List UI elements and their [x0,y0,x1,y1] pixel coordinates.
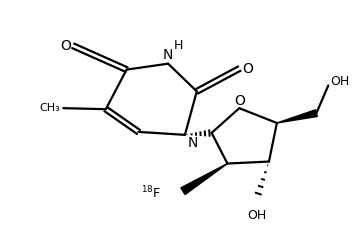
Text: N: N [163,48,173,62]
Text: CH₃: CH₃ [40,103,60,113]
Text: OH: OH [330,75,350,88]
Polygon shape [181,164,227,195]
Text: O: O [242,62,253,76]
Text: O: O [60,39,71,53]
Polygon shape [277,110,317,123]
Text: $^{18}$F: $^{18}$F [141,185,161,201]
Text: OH: OH [247,209,267,222]
Text: O: O [234,94,245,108]
Text: N: N [188,136,198,150]
Text: H: H [173,39,183,52]
